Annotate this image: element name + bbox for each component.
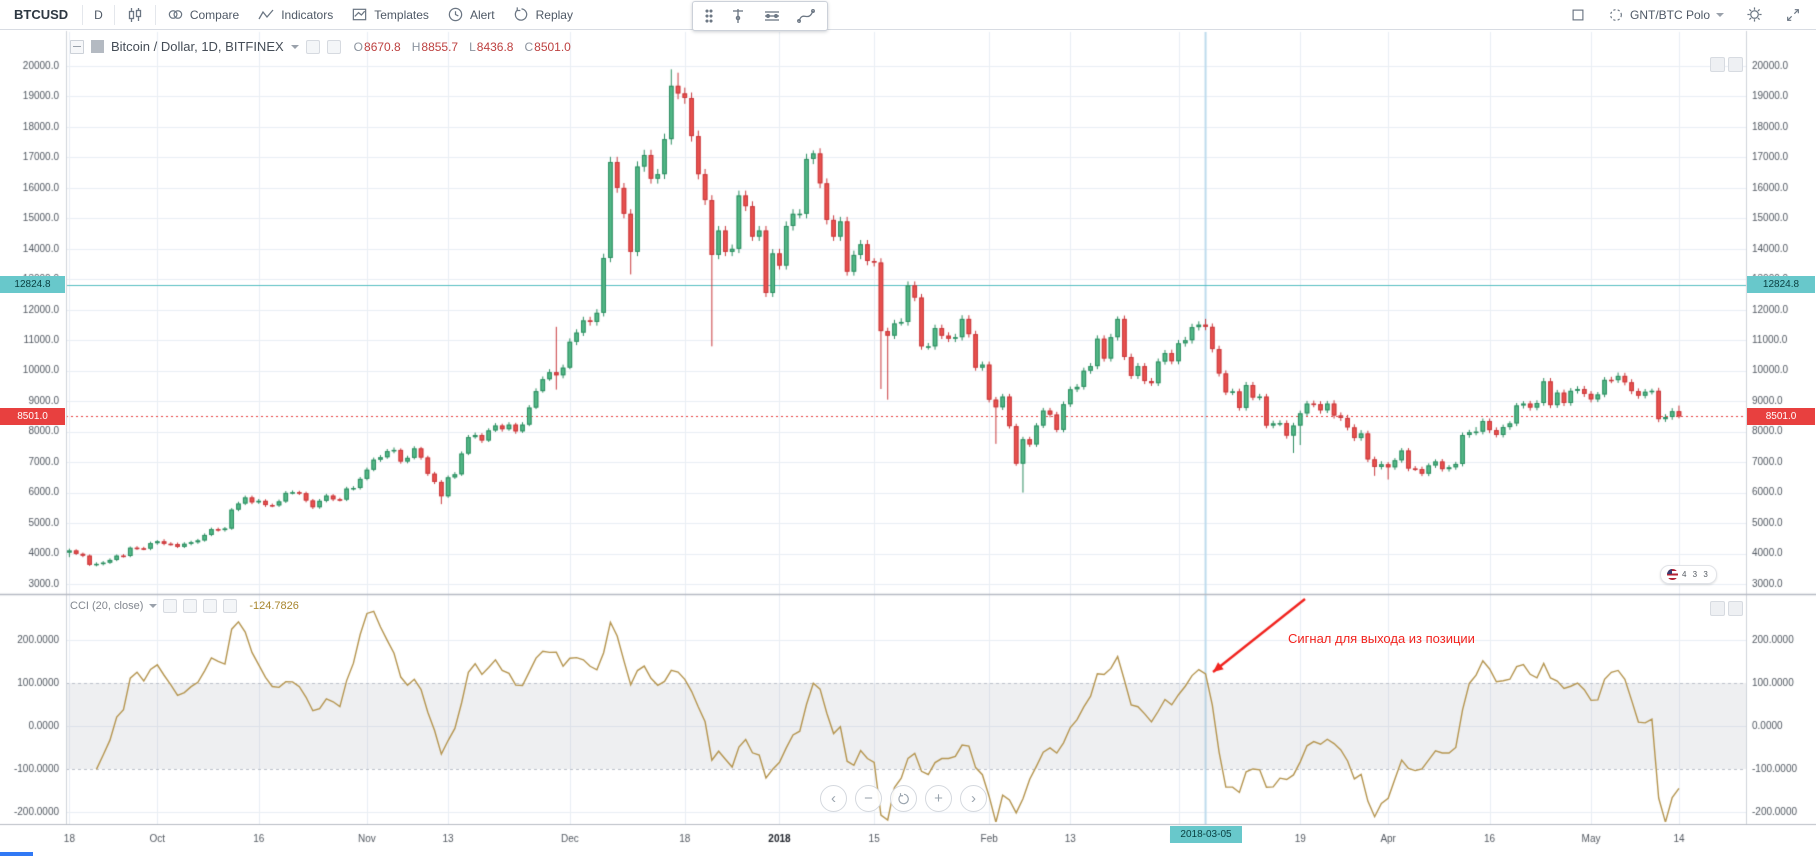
alert-price-label-right: 12824.8 [1747,276,1815,293]
parallel-lines-tool-icon[interactable] [762,6,782,26]
scroll-left-button[interactable]: ‹ [820,785,847,812]
chart-title[interactable]: Bitcoin / Dollar, 1D, BITFINEX [111,39,284,54]
chevron-down-icon [1716,12,1724,17]
drawing-toolbar [692,1,828,31]
replay-icon [514,7,527,21]
cloud-sync-icon [1610,8,1622,21]
alert-button[interactable]: Alert [438,2,504,28]
reset-view-button[interactable] [890,785,917,812]
toolbar-separator [82,4,84,25]
flag-counter-widget[interactable]: 4 3 3 [1660,565,1717,584]
interval-button[interactable]: D [94,7,103,22]
indicator-close-icon[interactable] [223,599,238,613]
compare-button[interactable]: Compare [158,2,248,28]
flag-count: 4 3 3 [1682,570,1710,579]
cci-title[interactable]: CCI (20, close) [70,600,144,612]
templates-button[interactable]: Templates [342,2,438,28]
scroll-right-button[interactable]: › [960,785,987,812]
cci-pane-legend: CCI (20, close) -124.7826 [70,599,299,613]
crosshair-tool-icon[interactable] [728,6,748,26]
fullscreen-button[interactable] [1776,2,1810,28]
pane-maximize-icon[interactable] [1710,57,1725,72]
alert-clock-icon [448,7,463,22]
collapse-pane-icon[interactable] [70,39,84,54]
open-value: 8670.8 [364,39,401,54]
price-pane-corner-buttons [1710,57,1743,72]
high-value: 8855.7 [421,39,459,54]
replay-label: Replay [535,7,573,22]
gear-icon [1747,7,1762,22]
chevron-down-icon[interactable] [290,44,299,49]
chevron-down-icon[interactable] [149,604,158,608]
watchlist-symbol-label: GNT/BTC Polo [1629,7,1710,22]
panel-icon [1572,9,1584,20]
pane-maximize-icon[interactable] [1710,601,1725,616]
zoom-in-button[interactable]: + [925,785,952,812]
alert-label: Alert [469,7,495,22]
indicator-settings-icon[interactable] [183,599,198,613]
settings-button[interactable] [1737,2,1772,28]
drag-handle-icon[interactable] [704,8,714,24]
ohlc-readout: O8670.8 H8855.7 L8436.8 C8501.0 [354,40,571,54]
templates-label: Templates [374,7,429,22]
low-label: L [469,39,476,54]
open-label: O [353,39,364,54]
pane-info-icon[interactable] [1728,57,1743,72]
toolbar-separator [113,4,115,25]
last-price-label-left: 8501.0 [0,408,65,425]
high-label: H [411,39,421,54]
us-flag-icon [1667,569,1678,580]
fullscreen-icon [1787,8,1799,21]
panel-toggle-button[interactable] [1561,2,1595,28]
compare-label: Compare [189,7,240,22]
low-value: 8436.8 [476,39,514,54]
price-pane-legend: Bitcoin / Dollar, 1D, BITFINEX O8670.8 H… [70,39,571,54]
indicators-label: Indicators [281,7,334,22]
eye-icon[interactable] [163,599,178,613]
toolbar-right-group: GNT/BTC Polo [1561,2,1810,28]
templates-icon [352,8,367,21]
reset-icon [897,792,909,804]
eye-icon[interactable] [305,39,320,54]
exit-signal-annotation[interactable]: Сигнал для выхода из позиции [1288,631,1475,646]
indicators-icon [258,9,274,19]
chart-nav-controls: ‹ − + › [820,785,987,812]
top-toolbar: BTCUSD D Compare Indicators [0,0,1816,30]
toolbar-separator [154,4,156,25]
watchlist-symbol-button[interactable]: GNT/BTC Polo [1599,2,1733,28]
pane-info-icon[interactable] [1728,601,1743,616]
close-value: 8501.0 [534,39,571,54]
indicator-add-icon[interactable] [203,599,218,613]
highlighted-date-label: 2018-03-05 [1170,826,1242,843]
series-settings-icon[interactable] [326,39,341,54]
candlestick-icon [128,7,141,22]
cci-value: -124.7826 [249,600,299,612]
indicators-button[interactable]: Indicators [248,2,342,28]
cci-pane-corner-buttons [1710,601,1743,616]
last-price-label-right: 8501.0 [1747,408,1815,425]
close-label: C [524,39,534,54]
bottom-edge-accent [0,852,33,856]
symbol-search-button[interactable]: BTCUSD [14,7,69,22]
exchange-logo [91,40,104,53]
zoom-out-button[interactable]: − [855,785,882,812]
compare-icon [168,10,183,19]
replay-button[interactable]: Replay [504,2,582,28]
curve-tool-icon[interactable] [796,6,816,26]
alert-price-label-left: 12824.8 [0,276,65,293]
chart-style-button[interactable] [117,2,153,28]
